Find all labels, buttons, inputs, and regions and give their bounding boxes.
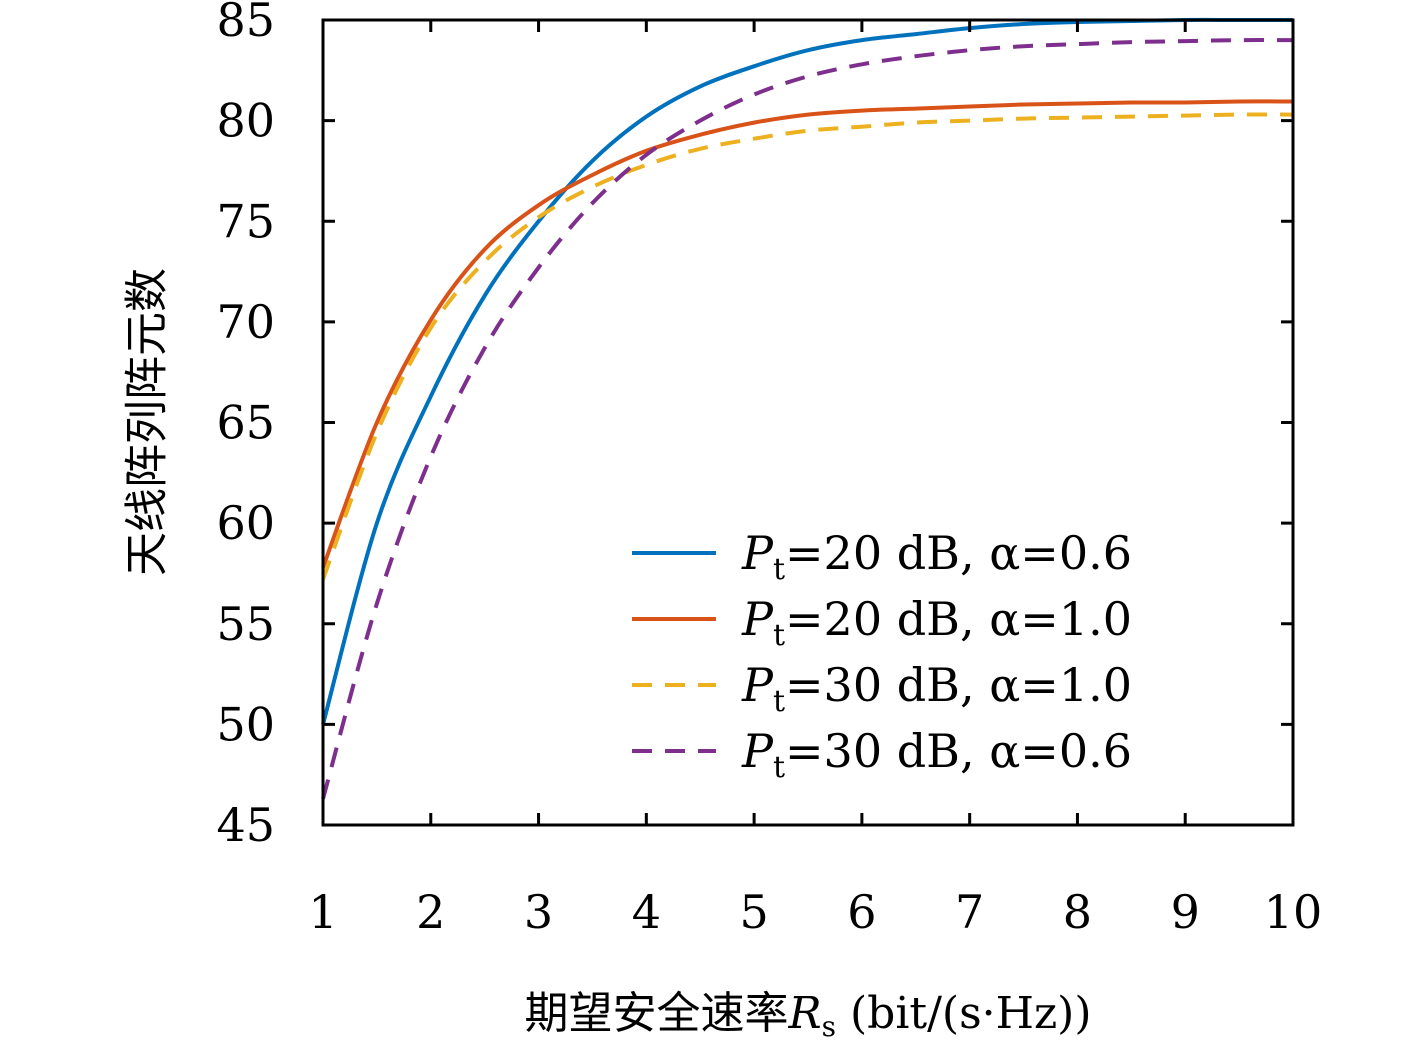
legend-label-4: Pt=30 dB, α=0.6 — [741, 724, 1132, 785]
x-tick-label: 5 — [739, 885, 768, 939]
y-tick-label: 45 — [216, 798, 275, 852]
x-axis-title-symbol: R — [787, 988, 821, 1039]
legend-layer: Pt=20 dB, α=0.6Pt=20 dB, α=1.0Pt=30 dB, … — [632, 526, 1132, 785]
y-axis-title: 天线阵列阵元数 — [122, 268, 173, 576]
x-tick-label: 7 — [955, 885, 984, 939]
y-tick-label: 65 — [216, 396, 275, 450]
y-tick-label: 80 — [216, 94, 275, 148]
x-tick-label: 6 — [847, 885, 876, 939]
y-tick-label: 60 — [216, 496, 275, 550]
x-tick-label: 4 — [632, 885, 661, 939]
x-axis-title: 期望安全速率Rs (bit/(s·Hz)) — [524, 988, 1091, 1043]
x-axis-title-symbol-sub: s — [822, 1010, 836, 1043]
series-line-3 — [321, 112, 1294, 581]
x-tick-label: 3 — [524, 885, 553, 939]
legend-label-1: Pt=20 dB, α=0.6 — [741, 526, 1132, 587]
series-line-4 — [321, 38, 1294, 800]
y-tick-label: 75 — [216, 194, 275, 248]
legend-label-2: Pt=20 dB, α=1.0 — [741, 592, 1132, 653]
x-tick-label: 1 — [308, 885, 337, 939]
y-tick-label: 50 — [216, 697, 275, 751]
legend-label-3: Pt=30 dB, α=1.0 — [741, 658, 1132, 719]
x-tick-label: 10 — [1264, 885, 1323, 939]
x-axis-title-unit: (bit/(s·Hz)) — [836, 988, 1092, 1039]
x-tick-label: 8 — [1063, 885, 1092, 939]
x-tick-label: 2 — [416, 885, 445, 939]
x-tick-label: 9 — [1171, 885, 1200, 939]
series-line-2 — [321, 99, 1294, 569]
y-tick-label: 70 — [216, 295, 275, 349]
x-axis-title-text: 期望安全速率 — [524, 988, 788, 1039]
y-tick-label: 85 — [216, 0, 275, 47]
y-tick-label: 55 — [216, 597, 275, 651]
